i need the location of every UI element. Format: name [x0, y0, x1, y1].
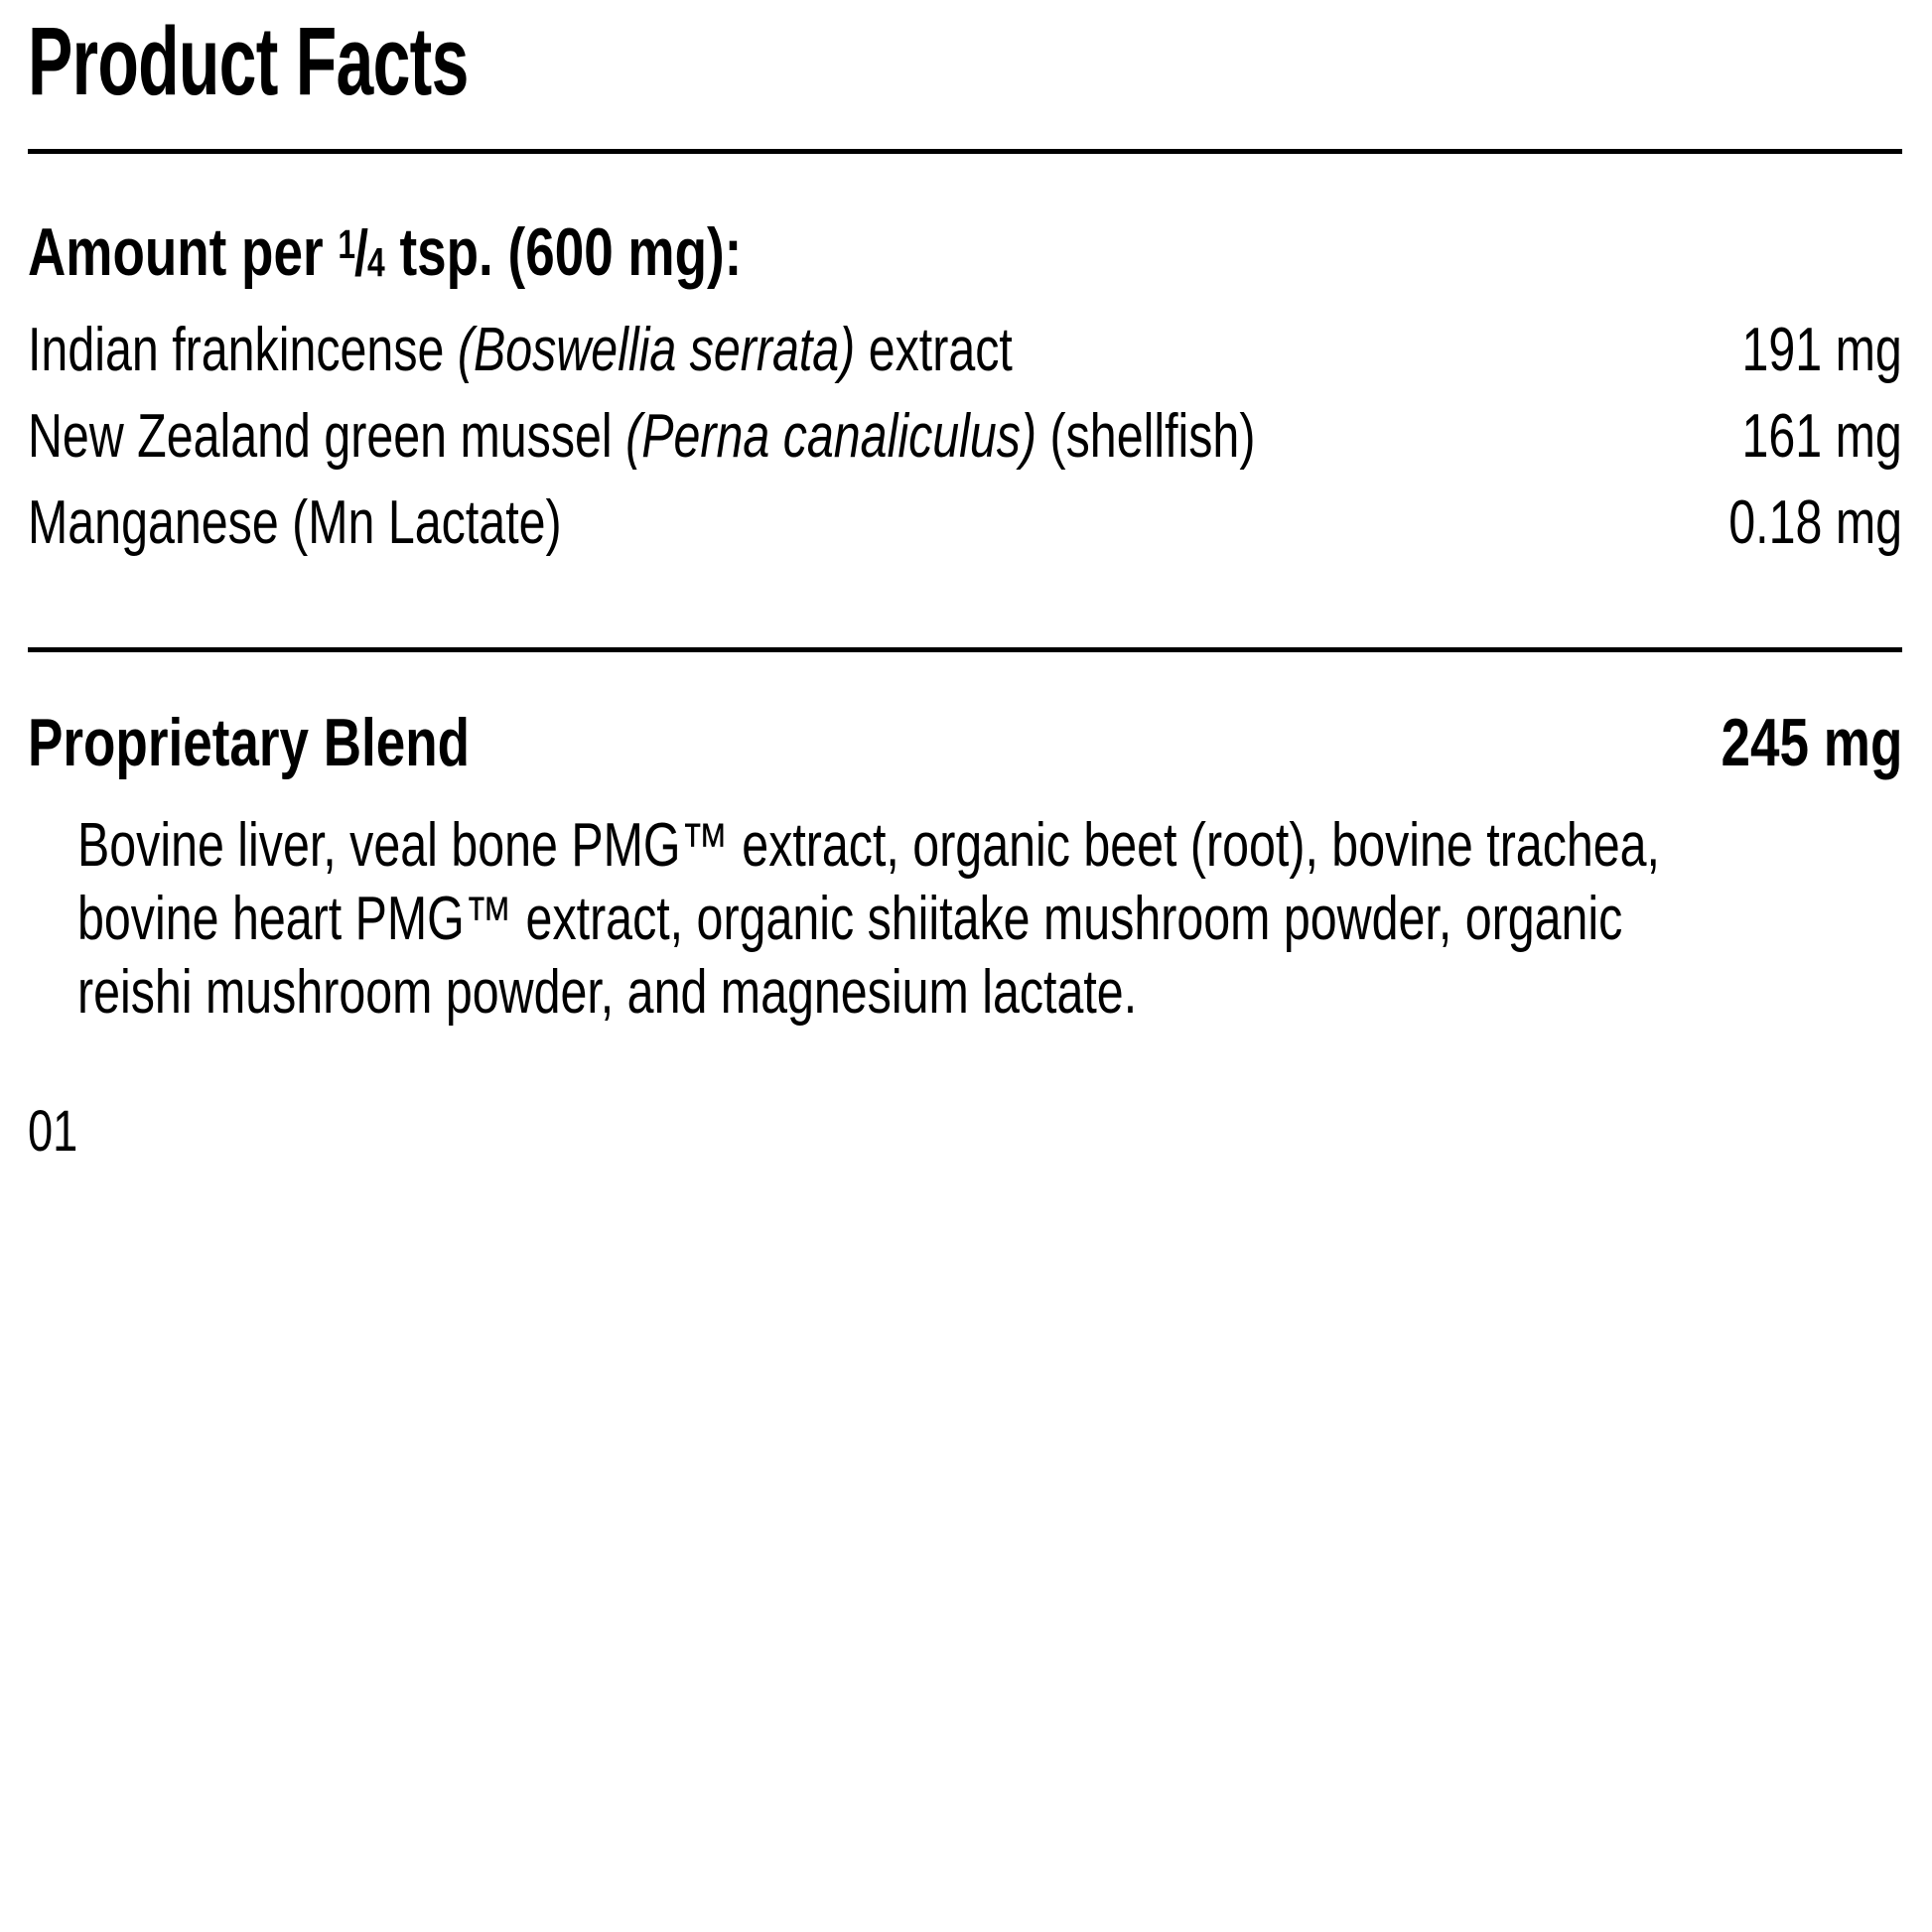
- proprietary-blend-amount: 245 mg: [1721, 704, 1902, 780]
- fact-row-indian-frankincense: Indian frankincense (Boswellia serrata) …: [28, 307, 1902, 393]
- divider-top: [28, 149, 1902, 154]
- ingredient-latin-name: (Boswellia serrata): [457, 315, 856, 384]
- amount-heading-prefix: Amount per: [28, 214, 339, 291]
- product-facts-title-text: Product Facts: [28, 7, 469, 115]
- fraction-numerator: 1: [338, 221, 356, 267]
- ingredient-name-part: extract: [855, 315, 1013, 384]
- divider-middle: [28, 646, 1902, 652]
- amount-per-serving-heading-text: Amount per 1/4 tsp. (600 mg):: [28, 200, 742, 307]
- blend-line-text: reishi mushroom powder, and magnesium la…: [77, 957, 1138, 1027]
- blend-line-text: bovine heart PMG™ extract, organic shiit…: [77, 884, 1623, 953]
- ingredient-amount: 0.18 mg: [1728, 487, 1902, 557]
- product-facts-title: Product Facts: [28, 7, 1902, 115]
- footer-code: 01: [28, 1098, 1902, 1164]
- ingredient-amount: 191 mg: [1741, 315, 1902, 384]
- ingredient-amount: 161 mg: [1741, 401, 1902, 471]
- ingredient-name-part: (shellfish): [1036, 401, 1256, 471]
- blend-line-text: Bovine liver, veal bone PMG™ extract, or…: [77, 810, 1660, 880]
- proprietary-blend-label: Proprietary Blend: [28, 704, 471, 780]
- blend-line: reishi mushroom powder, and magnesium la…: [77, 956, 1902, 1030]
- blend-line: bovine heart PMG™ extract, organic shiit…: [77, 883, 1902, 956]
- ingredient-name: New Zealand green mussel (Perna canalicu…: [28, 393, 1255, 480]
- proprietary-blend-row: Proprietary Blend 245 mg: [28, 698, 1902, 787]
- blend-line: Bovine liver, veal bone PMG™ extract, or…: [77, 809, 1902, 883]
- amount-per-serving-heading: Amount per 1/4 tsp. (600 mg):: [28, 200, 1902, 307]
- fraction-slash: /: [354, 217, 369, 290]
- ingredient-name: Manganese (Mn Lactate): [28, 480, 562, 566]
- ingredient-name: Indian frankincense (Boswellia serrata) …: [28, 307, 1013, 393]
- ingredient-latin-name: (Perna canaliculus): [625, 401, 1037, 471]
- ingredient-name-part: Manganese (Mn Lactate): [28, 487, 562, 557]
- amount-heading-suffix: tsp. (600 mg):: [384, 214, 743, 291]
- fact-row-green-mussel: New Zealand green mussel (Perna canalicu…: [28, 393, 1902, 480]
- fraction-denominator: 4: [367, 238, 385, 285]
- proprietary-blend-ingredients: Bovine liver, veal bone PMG™ extract, or…: [28, 809, 1902, 1030]
- ingredient-rows: Indian frankincense (Boswellia serrata) …: [28, 307, 1902, 566]
- ingredient-name-part: New Zealand green mussel: [28, 401, 626, 471]
- ingredient-name-part: Indian frankincense: [28, 315, 458, 384]
- fact-row-manganese: Manganese (Mn Lactate) 0.18 mg: [28, 480, 1902, 566]
- footer-code-text: 01: [28, 1098, 78, 1164]
